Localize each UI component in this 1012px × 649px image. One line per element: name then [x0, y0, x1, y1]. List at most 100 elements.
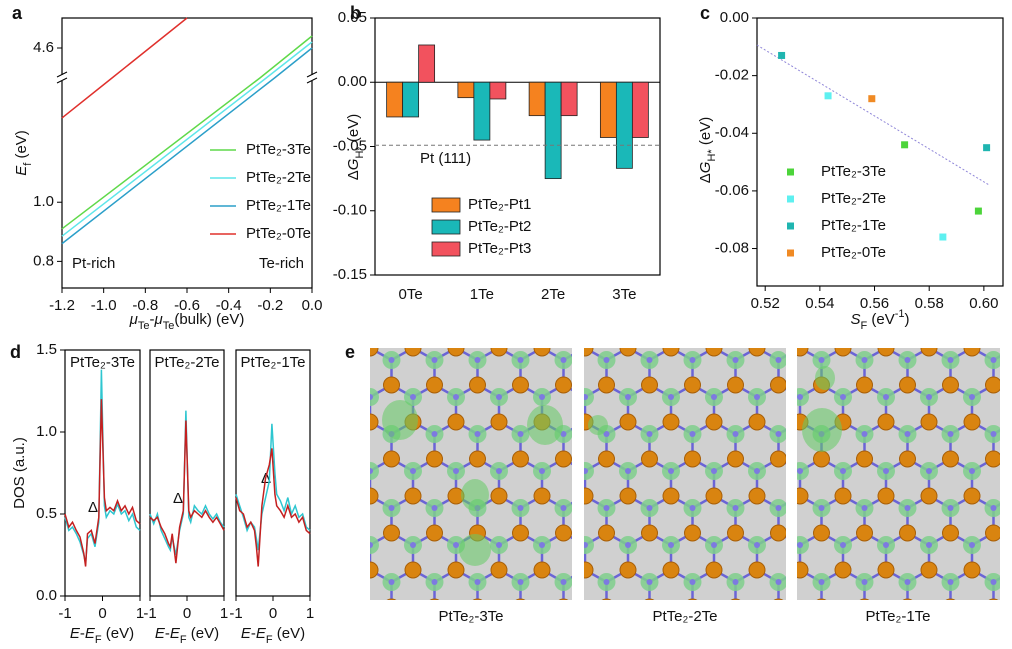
- label-part: (bulk) (eV): [174, 311, 244, 328]
- x-tick-label: 0.54: [805, 295, 834, 312]
- panel-label: c: [700, 3, 710, 23]
- panel-label: b: [350, 3, 361, 23]
- y-tick-label: 1.0: [33, 193, 54, 210]
- scatter-point: [778, 51, 786, 59]
- x-tick-label: -1.0: [91, 297, 117, 314]
- legend-swatch: [431, 219, 461, 235]
- x-axis-label: SF (eV-1): [850, 308, 909, 332]
- x-tick-label: 0.52: [751, 295, 780, 312]
- label-part: F: [180, 634, 187, 646]
- bar: [402, 81, 420, 118]
- x-tick-label: -1: [58, 605, 71, 622]
- series-line: [61, 17, 188, 119]
- series-line: [61, 35, 313, 230]
- label-part: DOS (a.u.): [11, 437, 28, 509]
- bar: [544, 81, 562, 180]
- y-tick-label: 0.05: [338, 9, 367, 26]
- label-part: -: [251, 625, 256, 642]
- label-part: (eV): [345, 114, 362, 147]
- series-line: [61, 41, 313, 237]
- label-part: E: [13, 165, 30, 176]
- y-tick-label: -0.05: [333, 137, 367, 154]
- bar: [528, 81, 546, 117]
- x-tick-label: -1.2: [49, 297, 75, 314]
- axis-break-gap: [57, 75, 67, 81]
- series-line: [235, 423, 311, 551]
- y-tick-label: -0.02: [715, 67, 749, 84]
- label-part: E: [241, 625, 252, 642]
- panel-label: d: [10, 342, 21, 362]
- y-tick-label: -0.10: [333, 202, 367, 219]
- x-tick-label: -0.4: [216, 297, 242, 314]
- y-tick-label: 4.6: [33, 39, 54, 56]
- label-part: -: [165, 625, 170, 642]
- x-tick-label: 0.0: [302, 297, 323, 314]
- x-tick-label: 0Te: [399, 286, 423, 303]
- legend-label: PtTe₂-0Te: [821, 244, 886, 261]
- bar: [615, 81, 633, 169]
- x-tick-label: 1: [306, 605, 314, 622]
- label-part: F: [860, 320, 867, 332]
- x-tick-label: 0.56: [860, 295, 889, 312]
- x-axis-label: E-EF (eV): [70, 625, 134, 646]
- label-part: E: [85, 625, 96, 642]
- series-line: [235, 448, 311, 567]
- label-part: (eV): [273, 625, 306, 642]
- label-part: G: [345, 158, 362, 170]
- y-tick-label: 0.5: [36, 505, 57, 522]
- y-tick-label: 0.00: [720, 9, 749, 26]
- label-part: -: [149, 311, 154, 328]
- panel-title: PtTe₂-1Te: [240, 354, 305, 371]
- legend-label: PtTe₂-Pt1: [468, 196, 531, 213]
- scatter-point: [983, 144, 991, 152]
- label-part: -1: [895, 308, 905, 320]
- series-line: [149, 420, 225, 564]
- y-axis-label: DOS (a.u.): [11, 437, 28, 509]
- label-part: E: [155, 625, 166, 642]
- bar: [473, 81, 491, 141]
- panel-title: PtTe₂-2Te: [154, 354, 219, 371]
- x-tick-label: 1: [220, 605, 228, 622]
- charge-blobs: [382, 366, 842, 566]
- label-part: -: [80, 625, 85, 642]
- annotation: Δ: [173, 490, 183, 507]
- label-part: (eV): [102, 625, 135, 642]
- label-part: (eV): [13, 130, 30, 163]
- plot-frame: [756, 17, 1004, 287]
- series-line: [61, 47, 313, 245]
- series-line: [64, 369, 141, 564]
- label-part: Δ: [697, 173, 714, 183]
- legend-label: PtTe₂-1Te: [821, 217, 886, 234]
- legend-swatch: [431, 197, 461, 213]
- x-tick-label: 0: [269, 605, 277, 622]
- legend-label: PtTe₂-1Te: [246, 197, 311, 214]
- label-part: G: [697, 161, 714, 173]
- label-part: Te: [163, 320, 175, 332]
- x-axis-label: E-EF (eV): [155, 625, 219, 646]
- panel-e-images: [370, 348, 1000, 600]
- label-part: Te: [138, 320, 150, 332]
- legend-swatch: [787, 168, 794, 176]
- bar: [457, 81, 475, 99]
- label-part: S: [850, 311, 860, 328]
- axis-break: [56, 77, 68, 84]
- label-part: (eV): [697, 117, 714, 150]
- image-caption: PtTe₂-1Te: [865, 608, 930, 625]
- label-part: E: [170, 625, 181, 642]
- x-tick-label: 0: [183, 605, 191, 622]
- axis-break: [56, 71, 68, 78]
- panel-title: PtTe₂-3Te: [70, 354, 135, 371]
- legend-label: PtTe₂-3Te: [246, 141, 311, 158]
- y-tick-label: 1.5: [36, 341, 57, 358]
- label-part: ): [905, 311, 910, 328]
- panel-label: e: [345, 342, 355, 362]
- label-part: F: [95, 634, 102, 646]
- y-tick-label: 1.0: [36, 423, 57, 440]
- legend-swatch: [787, 195, 794, 203]
- bar: [489, 81, 507, 100]
- bar: [599, 81, 617, 138]
- y-axis-label: Ef (eV): [13, 130, 34, 176]
- reference-label: Pt (111): [420, 150, 471, 167]
- bar: [631, 81, 649, 138]
- label-part: H*: [706, 149, 718, 162]
